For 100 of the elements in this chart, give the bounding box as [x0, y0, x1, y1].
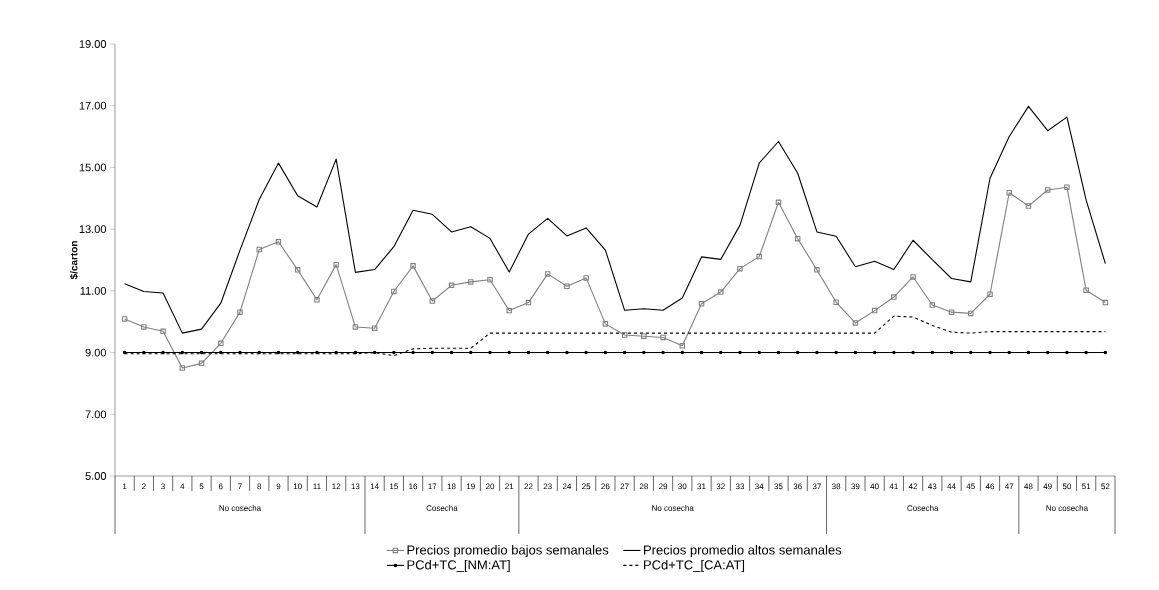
- x-tick-label: 35: [774, 483, 783, 490]
- legend-label: Precios promedio altos semanales: [644, 544, 842, 558]
- point: [160, 328, 166, 335]
- point: [929, 302, 936, 308]
- point: [122, 350, 127, 355]
- x-tick-label: 22: [524, 483, 533, 490]
- point: [1103, 350, 1108, 355]
- point: [238, 350, 242, 355]
- x-tick-label: 41: [889, 483, 898, 490]
- point: [622, 350, 627, 355]
- y-tick-label: 9.00: [85, 348, 107, 357]
- point: [602, 321, 609, 327]
- point: [1007, 350, 1011, 355]
- point: [218, 340, 224, 347]
- point: [795, 350, 800, 355]
- x-tick-label: 39: [851, 483, 860, 490]
- point: [526, 350, 531, 355]
- y-tick-label: 5.00: [85, 472, 107, 480]
- x-tick-label: 34: [755, 483, 764, 490]
- point: [507, 350, 511, 355]
- x-tick-label: 38: [832, 483, 841, 490]
- y-tick-label: 17.00: [79, 101, 107, 110]
- x-tick-label: 40: [870, 483, 879, 490]
- point: [411, 350, 415, 355]
- x-tick-label: 1: [123, 483, 127, 490]
- x-tick-label: 17: [428, 483, 437, 490]
- point: [449, 350, 454, 355]
- point: [621, 332, 628, 338]
- x-tick-label: 2: [142, 483, 146, 490]
- text: Cosecha: [907, 505, 939, 511]
- x-tick-label: 28: [639, 483, 648, 490]
- point: [987, 291, 993, 297]
- point: [506, 307, 512, 314]
- point: [161, 350, 165, 355]
- x-tick-label: 12: [332, 483, 341, 490]
- y-tick-label: 7.00: [85, 410, 107, 419]
- y-axis-title: $/carton: [69, 241, 79, 280]
- x-tick-label: 45: [966, 483, 975, 490]
- point: [314, 297, 320, 303]
- point: [852, 320, 859, 326]
- x-tick-label: 32: [716, 483, 725, 490]
- y-tick-label: 15.00: [79, 163, 107, 172]
- x-tick-label: 11: [313, 483, 321, 490]
- point: [891, 294, 897, 300]
- legend-label: PCd+TC_[CA:AT]: [644, 559, 745, 573]
- point: [315, 350, 319, 355]
- point: [718, 289, 724, 295]
- point: [372, 350, 377, 355]
- x-tick-label: 21: [505, 483, 514, 490]
- x-tick-label: 8: [257, 483, 262, 490]
- point: [295, 350, 300, 355]
- point: [564, 283, 570, 289]
- point: [814, 267, 820, 273]
- point: [776, 350, 781, 355]
- x-tick-label: 48: [1024, 483, 1033, 490]
- point: [660, 334, 666, 341]
- x-tick-label: 42: [908, 483, 918, 490]
- text: No cosecha: [219, 505, 262, 511]
- point: [1064, 184, 1070, 190]
- point: [121, 316, 128, 322]
- point: [353, 350, 358, 355]
- point: [430, 350, 435, 355]
- point: [583, 275, 589, 281]
- point: [641, 333, 647, 339]
- x-tick-label: 27: [620, 483, 629, 490]
- x-tick-label: 25: [582, 483, 591, 490]
- x-tick-label: 20: [485, 483, 495, 490]
- point: [468, 279, 474, 285]
- point: [545, 350, 550, 355]
- point: [179, 365, 186, 371]
- legend-label: Precios promedio bajos semanales: [407, 544, 609, 558]
- point: [1045, 350, 1050, 355]
- point: [294, 267, 301, 273]
- y-tick-label: 19.00: [79, 40, 107, 48]
- point: [949, 350, 954, 355]
- legend-label: PCd+TC_[NM:AT]: [407, 559, 510, 573]
- point: [392, 350, 396, 355]
- point: [699, 350, 704, 355]
- x-tick-label: 23: [543, 483, 552, 490]
- point: [1025, 203, 1032, 209]
- x-tick-label: 16: [409, 483, 418, 490]
- x-tick-label: 4: [180, 483, 185, 490]
- text: No cosecha: [652, 505, 694, 511]
- x-tick-label: 46: [985, 483, 995, 490]
- point: [872, 350, 877, 355]
- point: [969, 350, 973, 355]
- point: [199, 350, 204, 355]
- x-tick-label: 19: [466, 483, 475, 490]
- point: [469, 350, 473, 355]
- point: [757, 350, 761, 355]
- x-tick-label: 52: [1101, 483, 1110, 490]
- point: [853, 350, 858, 355]
- x-tick-label: 51: [1082, 483, 1091, 490]
- point: [756, 253, 762, 260]
- point: [1026, 350, 1031, 355]
- point: [276, 350, 281, 355]
- x-tick-label: 14: [370, 483, 379, 490]
- point: [833, 299, 839, 306]
- point: [429, 298, 436, 304]
- y-tick-label: 13.00: [79, 225, 107, 234]
